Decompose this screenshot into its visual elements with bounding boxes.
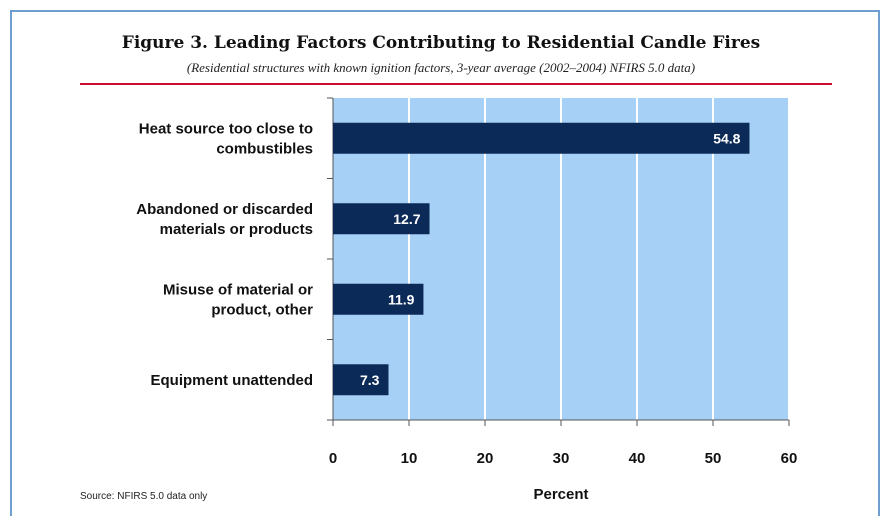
category-label-0: Heat source too close to combustibles <box>139 120 313 157</box>
title-rule <box>80 83 832 85</box>
bar-1 <box>333 203 430 235</box>
chart-title: Figure 3. Leading Factors Contributing t… <box>121 33 761 53</box>
bar-0 <box>333 122 750 154</box>
x-tick-label-50: 50 <box>705 450 722 467</box>
category-label-2-line-0: Misuse of material or <box>163 281 313 298</box>
category-label-3: Equipment unattended <box>151 372 314 389</box>
data-label-2: 11.9 <box>388 291 415 307</box>
category-label-1: Abandoned or discarded materials or produ… <box>136 201 313 238</box>
category-label-3-line-0: Equipment unattended <box>151 372 314 389</box>
x-tick-label-10: 10 <box>401 450 418 467</box>
category-label-1-line-1: materials or products <box>160 221 313 238</box>
x-tick-label-20: 20 <box>477 450 494 467</box>
data-label-0: 54.8 <box>713 130 740 146</box>
category-label-1-line-0: Abandoned or discarded <box>136 201 313 218</box>
chart-subtitle: (Residential structures with known ignit… <box>186 60 696 75</box>
bar-2 <box>333 283 424 315</box>
figure-frame <box>10 10 880 516</box>
x-tick-label-40: 40 <box>629 450 646 467</box>
category-label-2: Misuse of material or product, other <box>163 281 313 318</box>
category-label-2-line-1: product, other <box>211 301 313 318</box>
x-axis-title: Percent <box>533 486 588 503</box>
x-tick-label-30: 30 <box>553 450 570 467</box>
x-tick-label-60: 60 <box>781 450 798 467</box>
data-label-3: 7.3 <box>360 372 380 388</box>
bar-3 <box>333 364 389 396</box>
data-label-1: 12.7 <box>393 211 420 227</box>
source-note: Source: NFIRS 5.0 data only <box>80 491 208 502</box>
category-label-0-line-1: combustibles <box>216 140 313 157</box>
category-label-0-line-0: Heat source too close to <box>139 120 313 137</box>
x-tick-label-0: 0 <box>329 450 337 467</box>
